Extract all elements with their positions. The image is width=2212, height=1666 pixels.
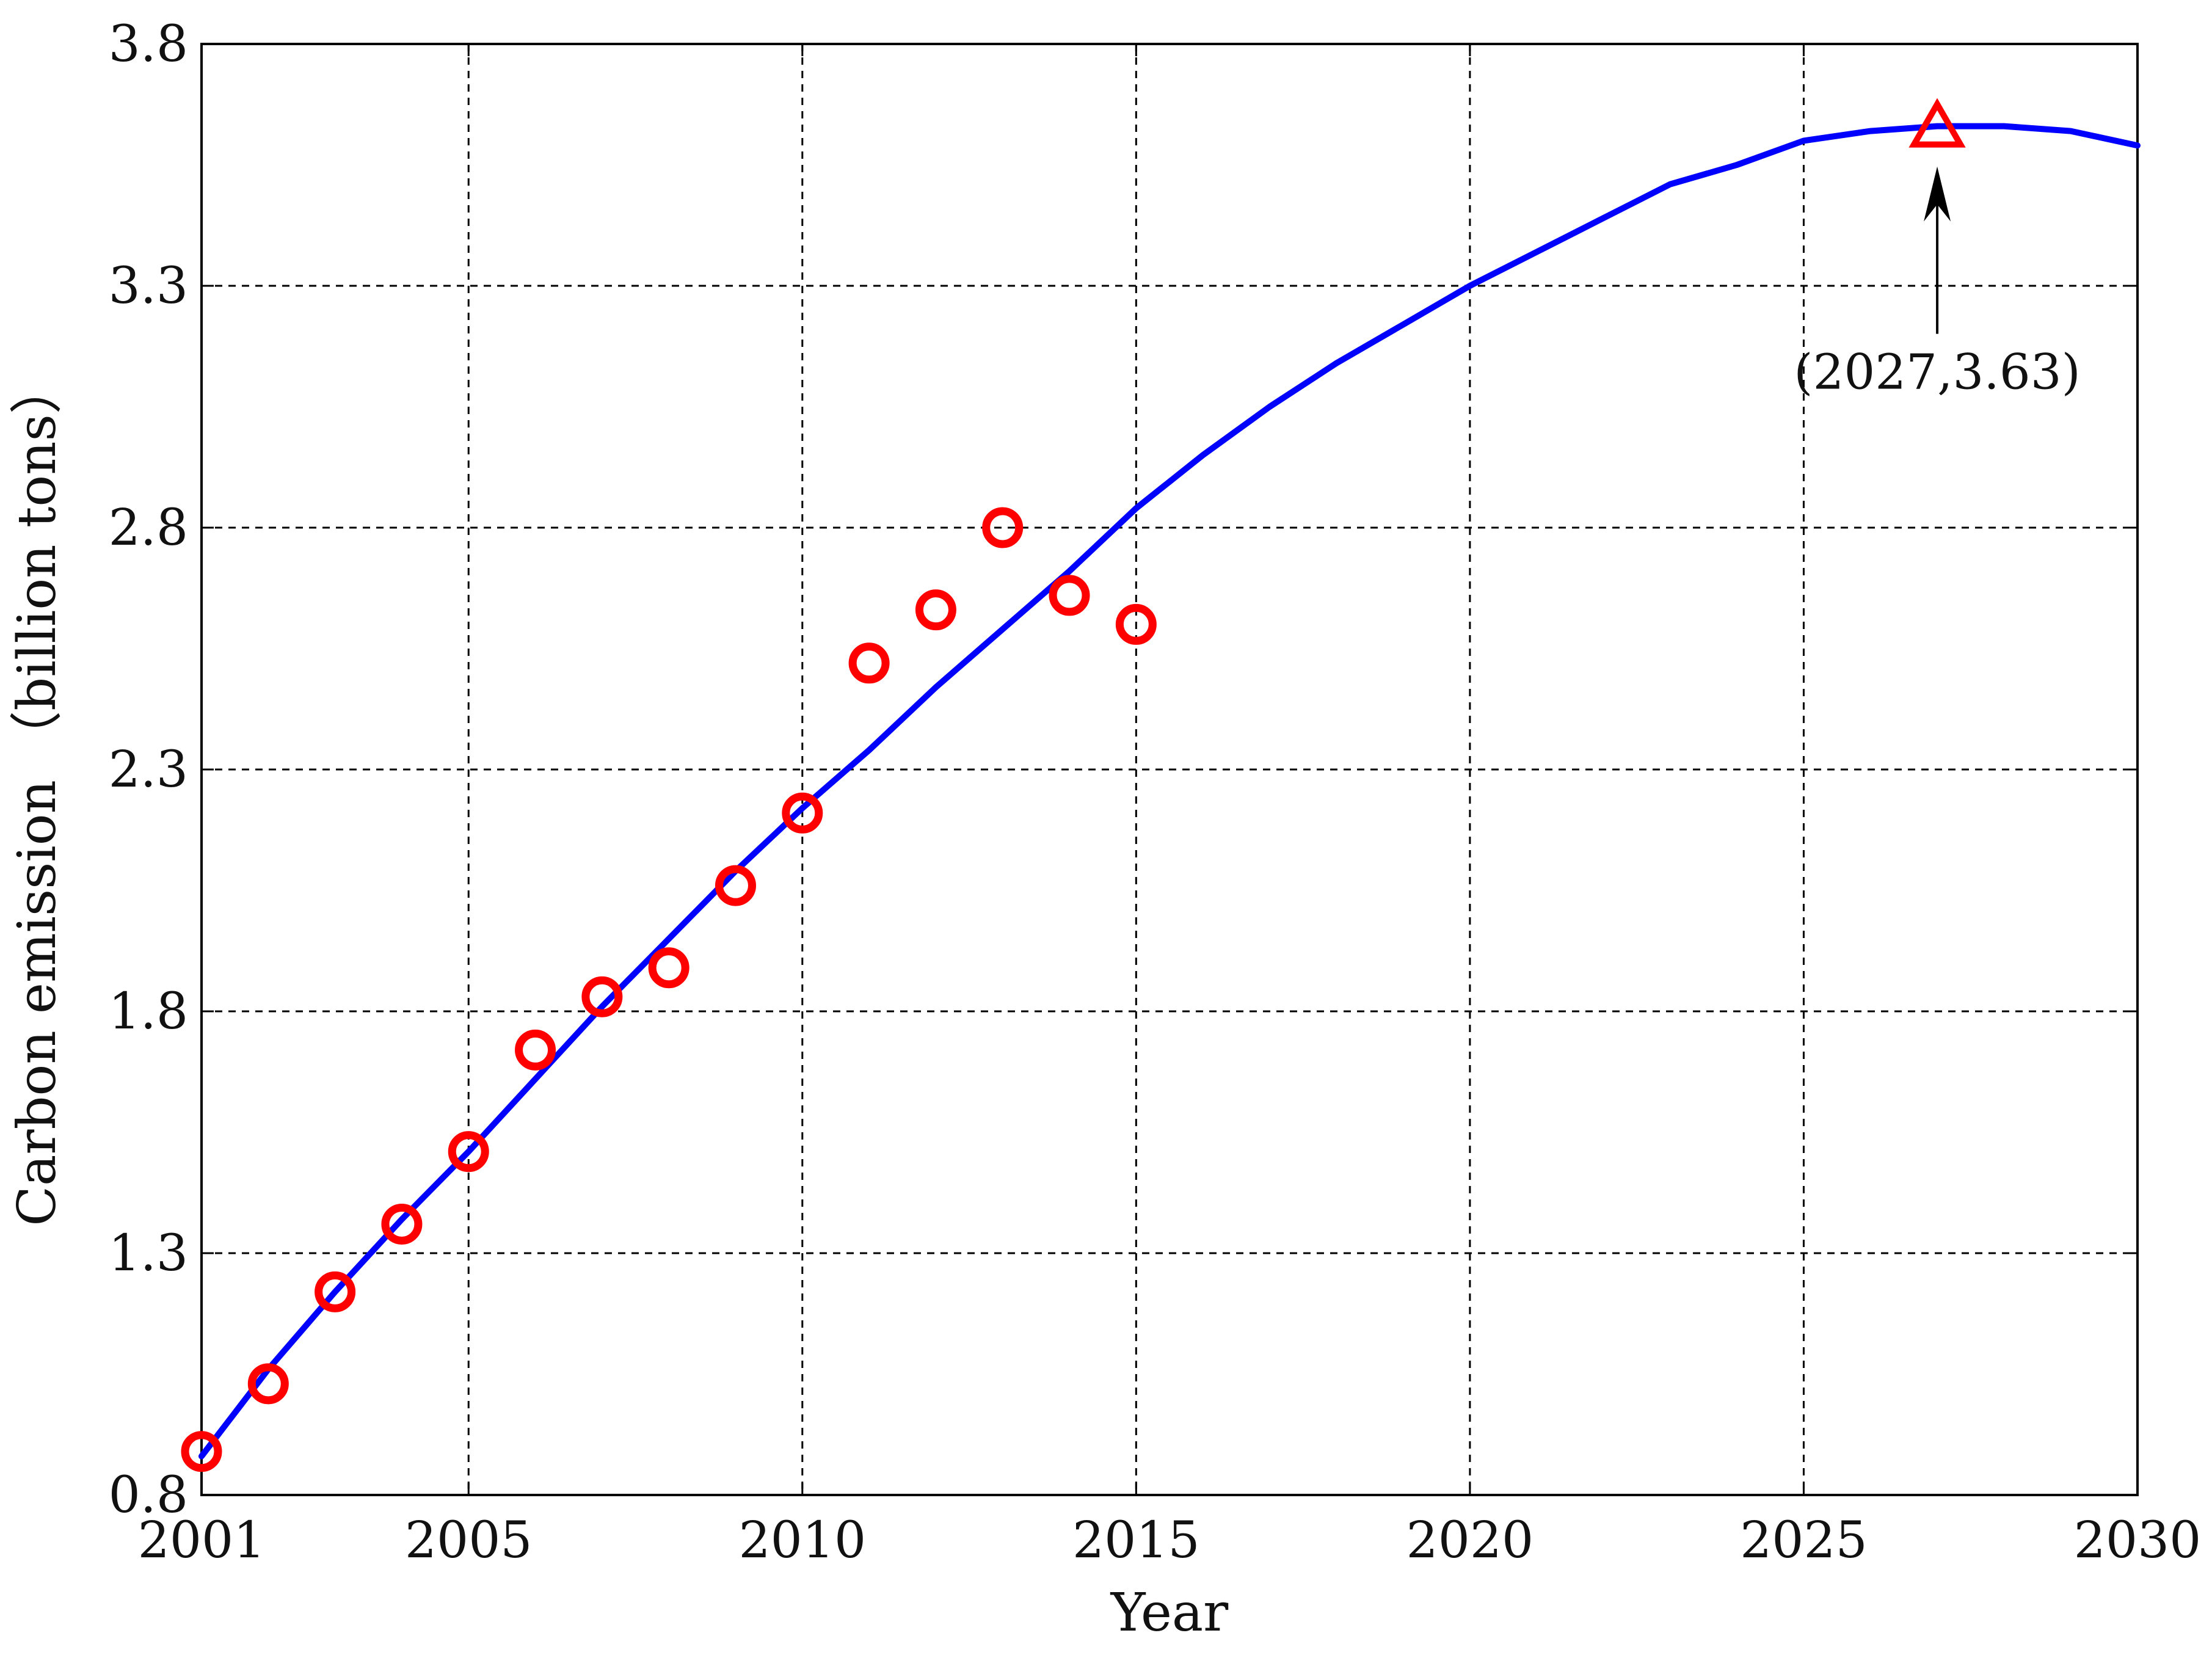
x-tick-label: 2025: [1740, 1511, 1868, 1570]
y-tick-label: 3.3: [109, 257, 188, 315]
actual-data-point: [315, 1271, 356, 1312]
x-tick-label: 2005: [405, 1511, 533, 1570]
peak-point-marker: [1908, 98, 1966, 148]
actual-data-point: [648, 947, 689, 989]
actual-data-point: [715, 865, 756, 906]
y-tick-label: 2.3: [109, 741, 188, 799]
actual-data-point: [515, 1029, 556, 1071]
y-tick-label: 1.3: [109, 1224, 188, 1282]
axis-ticks: 2001 2005 2010 2015 2020 2025 2030 0.8 1.3 1.8 2.3…: [109, 15, 2202, 1570]
annotation: (2027,3.63): [1794, 166, 2081, 401]
x-tick-label: 2015: [1072, 1511, 1200, 1570]
actual-data-point: [448, 1131, 489, 1173]
actual-data-point: [848, 642, 890, 684]
x-tick-label: 2030: [2074, 1511, 2202, 1570]
actual-data-point: [1049, 575, 1090, 616]
actual-data-point: [915, 589, 956, 631]
y-axis-title: Carbon emission （billion tons）: [7, 362, 68, 1226]
actual-data-point: [381, 1203, 423, 1245]
grid-lines: [202, 44, 2137, 1495]
fitted-curve-line: [198, 123, 2141, 1460]
x-tick-label: 2010: [738, 1511, 866, 1570]
actual-data-point: [1115, 603, 1157, 645]
y-tick-label: 0.8: [109, 1466, 188, 1524]
annotation-label: (2027,3.63): [1794, 344, 2081, 401]
x-axis-title: Year: [1110, 1582, 1229, 1643]
actual-data-point: [782, 792, 823, 834]
y-tick-label: 3.8: [109, 15, 188, 73]
actual-data-point: [581, 976, 623, 1017]
y-tick-label: 2.8: [109, 499, 188, 557]
actual-data-point: [181, 1431, 222, 1472]
data-series: [181, 98, 2141, 1472]
x-tick-label: 2020: [1406, 1511, 1534, 1570]
actual-data-point: [982, 507, 1024, 548]
annotation-arrow-head: [1924, 166, 1951, 222]
actual-data-point: [247, 1363, 289, 1405]
x-tick-label: 2001: [138, 1511, 266, 1570]
y-tick-label: 1.8: [109, 983, 188, 1041]
